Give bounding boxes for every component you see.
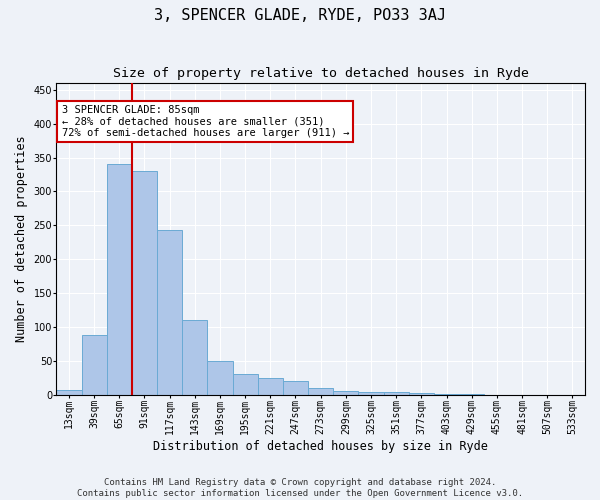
Bar xyxy=(358,392,383,394)
Bar xyxy=(82,335,107,394)
Title: Size of property relative to detached houses in Ryde: Size of property relative to detached ho… xyxy=(113,68,529,80)
Bar xyxy=(107,164,132,394)
Bar xyxy=(283,381,308,394)
X-axis label: Distribution of detached houses by size in Ryde: Distribution of detached houses by size … xyxy=(153,440,488,452)
Bar xyxy=(182,320,208,394)
Bar xyxy=(308,388,333,394)
Text: 3 SPENCER GLADE: 85sqm
← 28% of detached houses are smaller (351)
72% of semi-de: 3 SPENCER GLADE: 85sqm ← 28% of detached… xyxy=(62,105,349,138)
Bar xyxy=(258,378,283,394)
Bar xyxy=(157,230,182,394)
Bar xyxy=(383,392,409,394)
Bar xyxy=(132,171,157,394)
Bar xyxy=(233,374,258,394)
Text: Contains HM Land Registry data © Crown copyright and database right 2024.
Contai: Contains HM Land Registry data © Crown c… xyxy=(77,478,523,498)
Bar xyxy=(56,390,82,394)
Bar xyxy=(409,393,434,394)
Text: 3, SPENCER GLADE, RYDE, PO33 3AJ: 3, SPENCER GLADE, RYDE, PO33 3AJ xyxy=(154,8,446,22)
Bar xyxy=(333,391,358,394)
Y-axis label: Number of detached properties: Number of detached properties xyxy=(15,136,28,342)
Bar xyxy=(208,360,233,394)
